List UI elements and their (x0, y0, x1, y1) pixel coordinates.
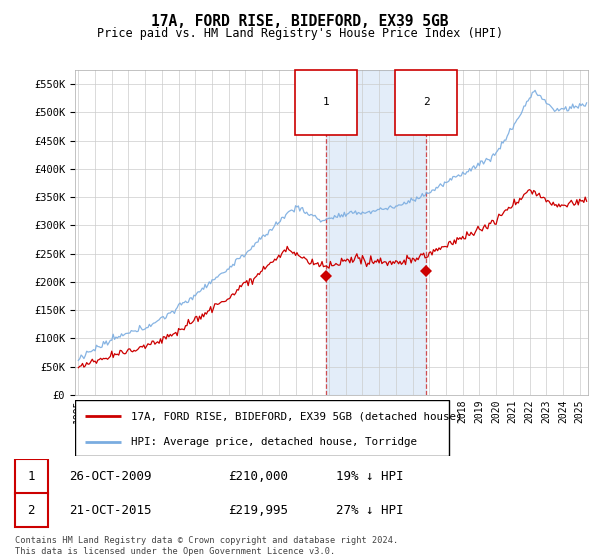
Text: 1: 1 (323, 97, 329, 108)
FancyBboxPatch shape (75, 400, 449, 456)
Text: Price paid vs. HM Land Registry's House Price Index (HPI): Price paid vs. HM Land Registry's House … (97, 27, 503, 40)
FancyBboxPatch shape (15, 459, 48, 494)
Text: £210,000: £210,000 (228, 470, 288, 483)
Text: Contains HM Land Registry data © Crown copyright and database right 2024.
This d: Contains HM Land Registry data © Crown c… (15, 536, 398, 556)
FancyBboxPatch shape (15, 493, 48, 528)
Text: HPI: Average price, detached house, Torridge: HPI: Average price, detached house, Torr… (131, 437, 418, 447)
Text: 2: 2 (28, 503, 35, 517)
Text: 19% ↓ HPI: 19% ↓ HPI (336, 470, 404, 483)
Text: 21-OCT-2015: 21-OCT-2015 (69, 503, 151, 517)
Text: 17A, FORD RISE, BIDEFORD, EX39 5GB (detached house): 17A, FORD RISE, BIDEFORD, EX39 5GB (deta… (131, 411, 463, 421)
Text: 2: 2 (423, 97, 430, 108)
Bar (326, 70, 426, 395)
Text: £219,995: £219,995 (228, 503, 288, 517)
Text: 27% ↓ HPI: 27% ↓ HPI (336, 503, 404, 517)
Text: 17A, FORD RISE, BIDEFORD, EX39 5GB: 17A, FORD RISE, BIDEFORD, EX39 5GB (151, 14, 449, 29)
Text: 26-OCT-2009: 26-OCT-2009 (69, 470, 151, 483)
Text: 1: 1 (28, 470, 35, 483)
